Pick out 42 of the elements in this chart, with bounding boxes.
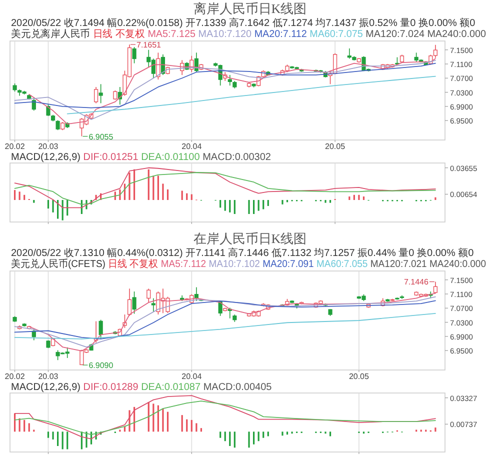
text: MA60:7.075 [310,29,366,40]
x-tick-label: 20.02 [4,372,26,381]
text: MA120:7.021 [370,259,430,270]
annotation: 7.1651 [136,40,162,50]
x-tick-label: 20.02 [4,142,26,151]
annotation: 6.9090 [88,361,114,370]
text: MA20:7.091 [262,259,317,270]
x-tick-label: 20.04 [182,372,202,381]
chart-title: 在岸人民币日K线图 [193,231,307,246]
series-label: DIF:0.01251 [83,152,142,163]
x-tick-label: 20.04 [182,142,202,151]
series-label: DIF:0.01289 [83,382,142,393]
text: 不复权 [115,28,148,40]
text: 美元兑人民币(CFETS) [11,258,110,270]
text: MA240:0.000 [429,259,489,270]
text: MACD(12,26,9) [11,152,84,163]
text: 不复权 [130,258,161,270]
annotation: 7.1446 [404,278,429,287]
text: MA240:0.000 [427,29,487,40]
x-tick-label: 20.03 [38,372,59,381]
text: MA10:7.102 [208,259,263,270]
text: 日线 [108,258,130,270]
annotation: MACD:0.00405 [203,382,272,393]
text: MA20:7.112 [254,29,310,40]
x-tick-label: 20.05 [348,372,370,381]
text: MACD:0.00302 [202,152,272,163]
series-label: DEA:0.01087 [141,382,204,393]
chart-title: 离岸人民币日K线图 [193,1,307,16]
text: MA60:7.055 [316,259,370,270]
text: MA5:7.112 [160,259,209,270]
text: MA10:7.120 [198,29,254,40]
x-tick-label: 20.05 [325,142,346,151]
annotation: 6.9055 [88,132,114,142]
text: MA5:7.125 [148,29,198,40]
series-label: DEA:0.01100 [141,152,203,163]
text: 美元兑离岸人民币 [11,28,93,40]
text: MA120:7.024 [366,29,428,40]
x-tick-label: 20.03 [38,142,59,151]
text: 2020/05/22 收7.1310 幅0.44%(0.0312) 开7.1141 高7.1446 低7.1132 均7.1257 振0.44% 量0 换0.00% 额0 [11,247,474,259]
annotation: MACD(12,26,9) [11,382,84,393]
text: 2020/05/22 收7.1494 幅0.22%(0.0158) 开7.1339 高7.1642 低7.1274 均7.1437 振0.52% 量0 换0.00% 额0 [11,17,476,29]
text: 日线 [92,28,116,40]
